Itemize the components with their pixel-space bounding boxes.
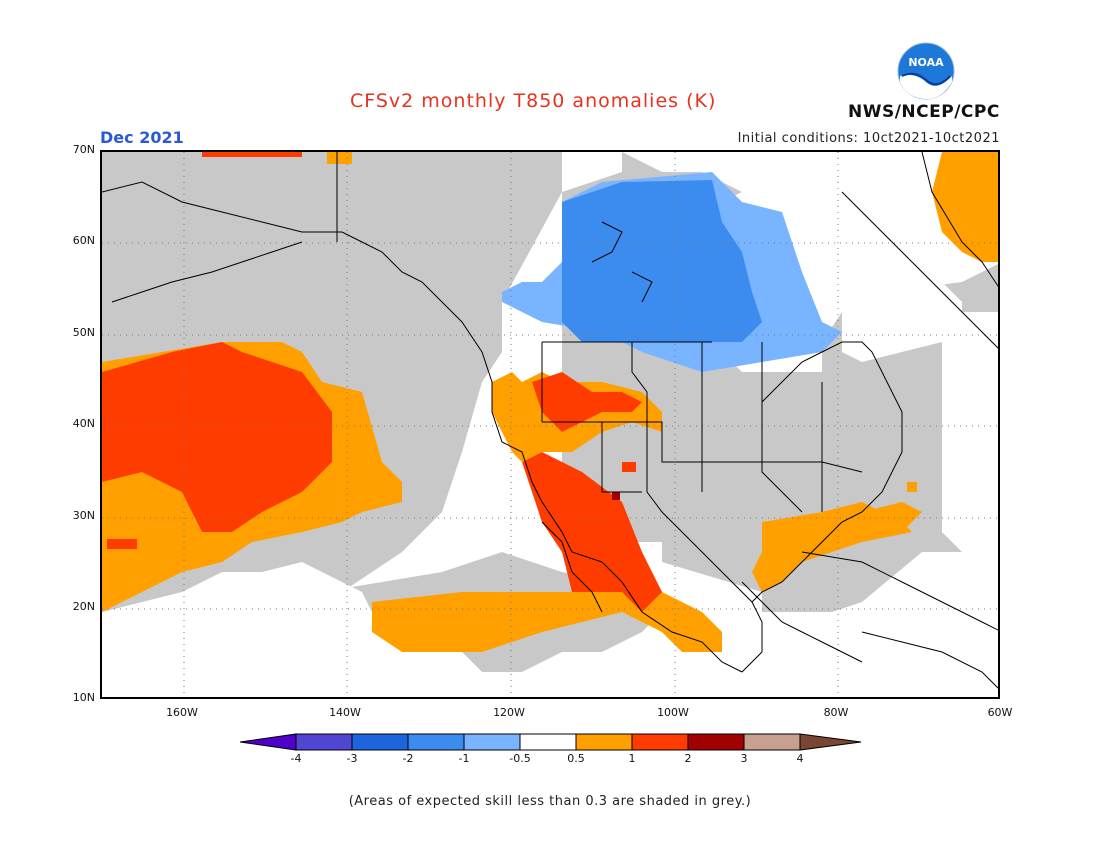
graticule-gridlines [102,152,998,697]
lat-label: 40N [72,417,95,430]
colorbar-swatch [575,733,633,751]
anomaly-map [100,150,1000,699]
agency-label: NWS/NCEP/CPC [848,102,1000,122]
coastlines-borders [102,152,998,689]
lat-label: 30N [72,509,95,522]
colorbar-label: 1 [628,752,636,765]
lon-label: 160W [166,706,198,719]
neutral-region-northeast [702,152,942,292]
colorbar-label: -0.5 [509,752,531,765]
map-title: CFSv2 monthly T850 anomalies (K) [350,90,717,112]
lon-label: 140W [329,706,361,719]
neutral-region-south [102,552,998,697]
noaa-logo-text: NOAA [908,56,944,69]
colorbar-label: 0.5 [567,752,585,765]
colorbar-extend-low [240,733,297,751]
colorbar-swatch [519,733,577,751]
colorbar-swatch [687,733,745,751]
valid-month: Dec 2021 [100,128,184,147]
colorbar [240,733,862,751]
lon-label: 100W [657,706,689,719]
lat-label: 20N [72,600,95,613]
colorbar-label: 2 [684,752,692,765]
colorbar-label: 3 [740,752,748,765]
skill-footnote: (Areas of expected skill less than 0.3 a… [348,794,752,809]
colorbar-swatch [295,733,353,751]
lon-label: 60W [987,706,1013,719]
map-canvas [102,152,998,697]
colorbar-label: 4 [796,752,804,765]
colorbar-swatch [631,733,689,751]
colorbar-label: -3 [346,752,358,765]
colorbar-swatch [407,733,465,751]
colorbar-label: -2 [402,752,414,765]
colorbar-swatch [463,733,521,751]
colorbar-extend-high [799,733,862,751]
lon-label: 80W [823,706,849,719]
colorbar-label: -1 [458,752,470,765]
colorbar-label: -4 [290,752,302,765]
colorbar-swatch [351,733,409,751]
positive-anomaly-regions [102,152,998,652]
colorbar-swatch [743,733,801,751]
negative-anomaly-regions [502,172,842,372]
lat-label: 60N [72,234,95,247]
lat-label: 50N [72,326,95,339]
neutral-region-east [842,282,962,362]
lat-label: 10N [72,691,95,704]
noaa-logo-icon: NOAA [897,42,955,100]
initial-conditions: Initial conditions: 10ct2021-10ct2021 [737,131,1000,146]
lon-label: 120W [493,706,525,719]
lat-label: 70N [72,143,95,156]
